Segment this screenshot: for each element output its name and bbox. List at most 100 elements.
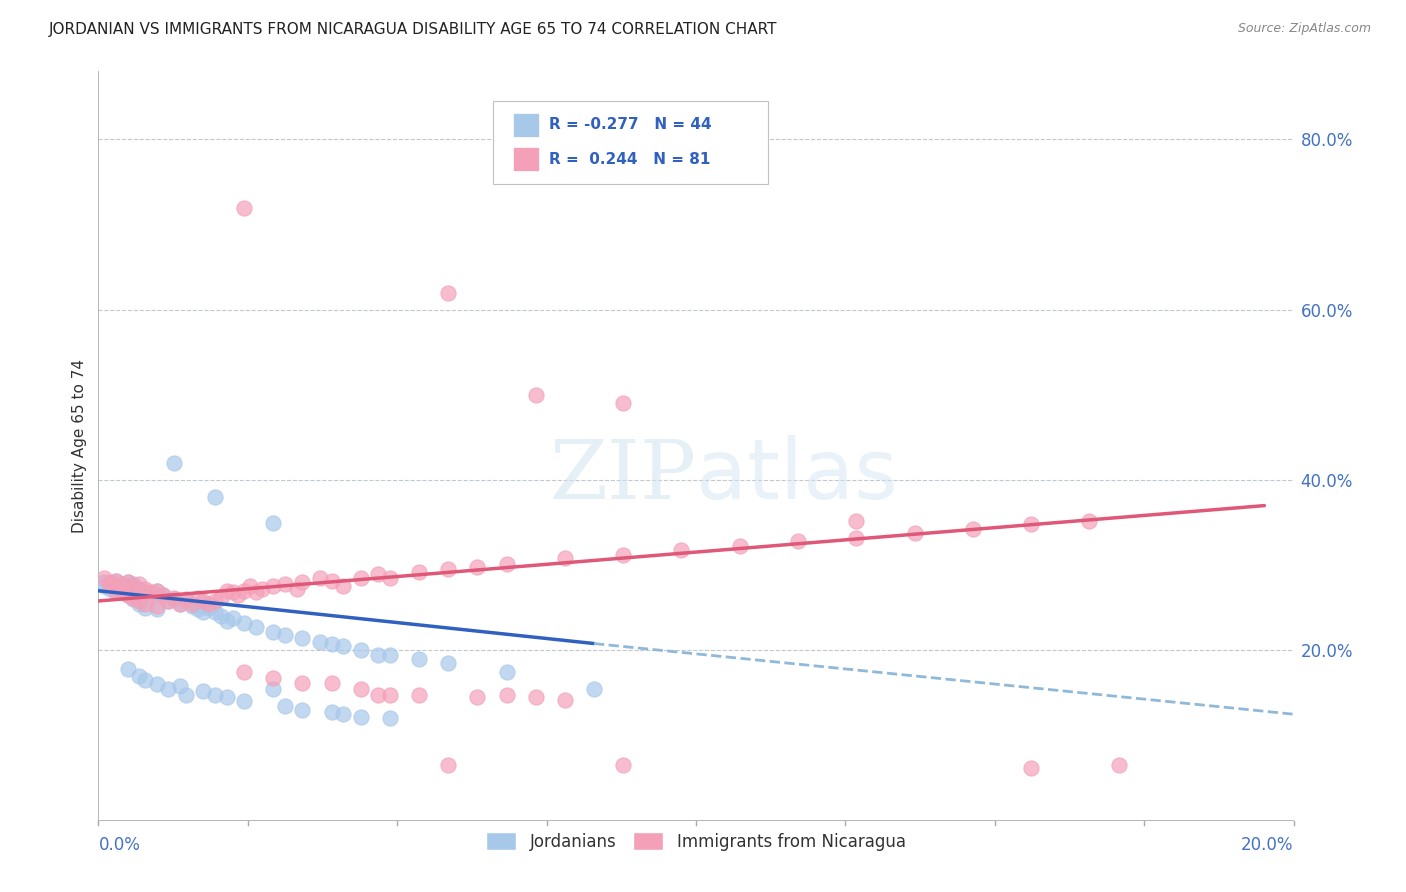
Point: [262, 516, 284, 530]
Text: atlas: atlas: [696, 435, 897, 516]
Point: [117, 662, 139, 676]
Point: [145, 677, 167, 691]
Point: [321, 705, 343, 719]
Point: [1019, 761, 1042, 775]
Point: [845, 514, 868, 528]
Point: [163, 456, 186, 470]
Point: [111, 577, 134, 591]
Point: [962, 523, 984, 537]
Point: [245, 585, 267, 599]
Point: [98, 582, 121, 596]
Point: [437, 656, 460, 670]
Point: [204, 605, 226, 619]
Text: JORDANIAN VS IMMIGRANTS FROM NICARAGUA DISABILITY AGE 65 TO 74 CORRELATION CHART: JORDANIAN VS IMMIGRANTS FROM NICARAGUA D…: [49, 22, 778, 37]
Point: [262, 681, 284, 696]
Point: [180, 599, 202, 613]
Point: [98, 575, 121, 590]
Point: [245, 619, 267, 633]
Point: [134, 585, 156, 599]
Point: [612, 396, 634, 410]
Point: [174, 592, 197, 607]
Text: 0.0%: 0.0%: [98, 836, 141, 854]
Point: [350, 681, 373, 696]
Point: [1108, 758, 1130, 772]
Point: [128, 669, 150, 683]
Point: [367, 688, 389, 702]
Point: [117, 575, 139, 590]
Point: [233, 694, 256, 708]
Point: [104, 583, 127, 598]
Point: [104, 574, 127, 588]
Point: [408, 565, 430, 579]
Point: [204, 594, 226, 608]
Point: [174, 688, 197, 702]
Point: [163, 592, 186, 607]
Point: [274, 628, 297, 642]
Point: [104, 574, 127, 588]
Point: [186, 591, 208, 605]
Point: [139, 585, 162, 599]
Point: [169, 597, 191, 611]
Point: [117, 588, 139, 602]
Text: ZIP: ZIP: [548, 436, 696, 516]
Point: [378, 688, 401, 702]
Point: [437, 758, 460, 772]
Point: [186, 602, 208, 616]
Point: [139, 588, 162, 602]
Point: [495, 688, 517, 702]
Point: [104, 585, 127, 599]
Point: [169, 597, 191, 611]
FancyBboxPatch shape: [494, 102, 768, 184]
Point: [437, 562, 460, 576]
Point: [134, 600, 156, 615]
Point: [787, 534, 810, 549]
Point: [582, 681, 605, 696]
Point: [612, 548, 634, 562]
Point: [145, 602, 167, 616]
Point: [163, 591, 186, 605]
Point: [93, 580, 115, 594]
Point: [524, 690, 547, 705]
Point: [903, 525, 925, 540]
Point: [93, 575, 115, 590]
Point: [367, 648, 389, 662]
Point: [152, 588, 174, 602]
Point: [122, 592, 145, 607]
Point: [332, 639, 354, 653]
Point: [291, 703, 314, 717]
Point: [321, 574, 343, 588]
Point: [134, 673, 156, 688]
Point: [122, 580, 145, 594]
Point: [228, 588, 250, 602]
Point: [274, 577, 297, 591]
Point: [157, 681, 180, 696]
Point: [367, 566, 389, 581]
Point: [233, 201, 256, 215]
Point: [378, 571, 401, 585]
Point: [285, 582, 308, 596]
Point: [495, 557, 517, 571]
Point: [262, 624, 284, 639]
Point: [524, 388, 547, 402]
Point: [122, 591, 145, 605]
Point: [233, 665, 256, 679]
Point: [117, 575, 139, 590]
Point: [169, 679, 191, 693]
Legend: Jordanians, Immigrants from Nicaragua: Jordanians, Immigrants from Nicaragua: [479, 826, 912, 857]
Text: Source: ZipAtlas.com: Source: ZipAtlas.com: [1237, 22, 1371, 36]
Point: [250, 582, 273, 596]
Point: [215, 690, 238, 705]
Point: [221, 611, 243, 625]
Y-axis label: Disability Age 65 to 74: Disability Age 65 to 74: [72, 359, 87, 533]
Point: [174, 594, 197, 608]
Point: [291, 575, 314, 590]
Point: [157, 594, 180, 608]
Point: [122, 577, 145, 591]
Point: [309, 635, 332, 649]
Point: [193, 594, 215, 608]
Point: [671, 542, 693, 557]
Point: [321, 636, 343, 650]
Point: [332, 580, 354, 594]
Point: [291, 631, 314, 645]
Point: [378, 648, 401, 662]
